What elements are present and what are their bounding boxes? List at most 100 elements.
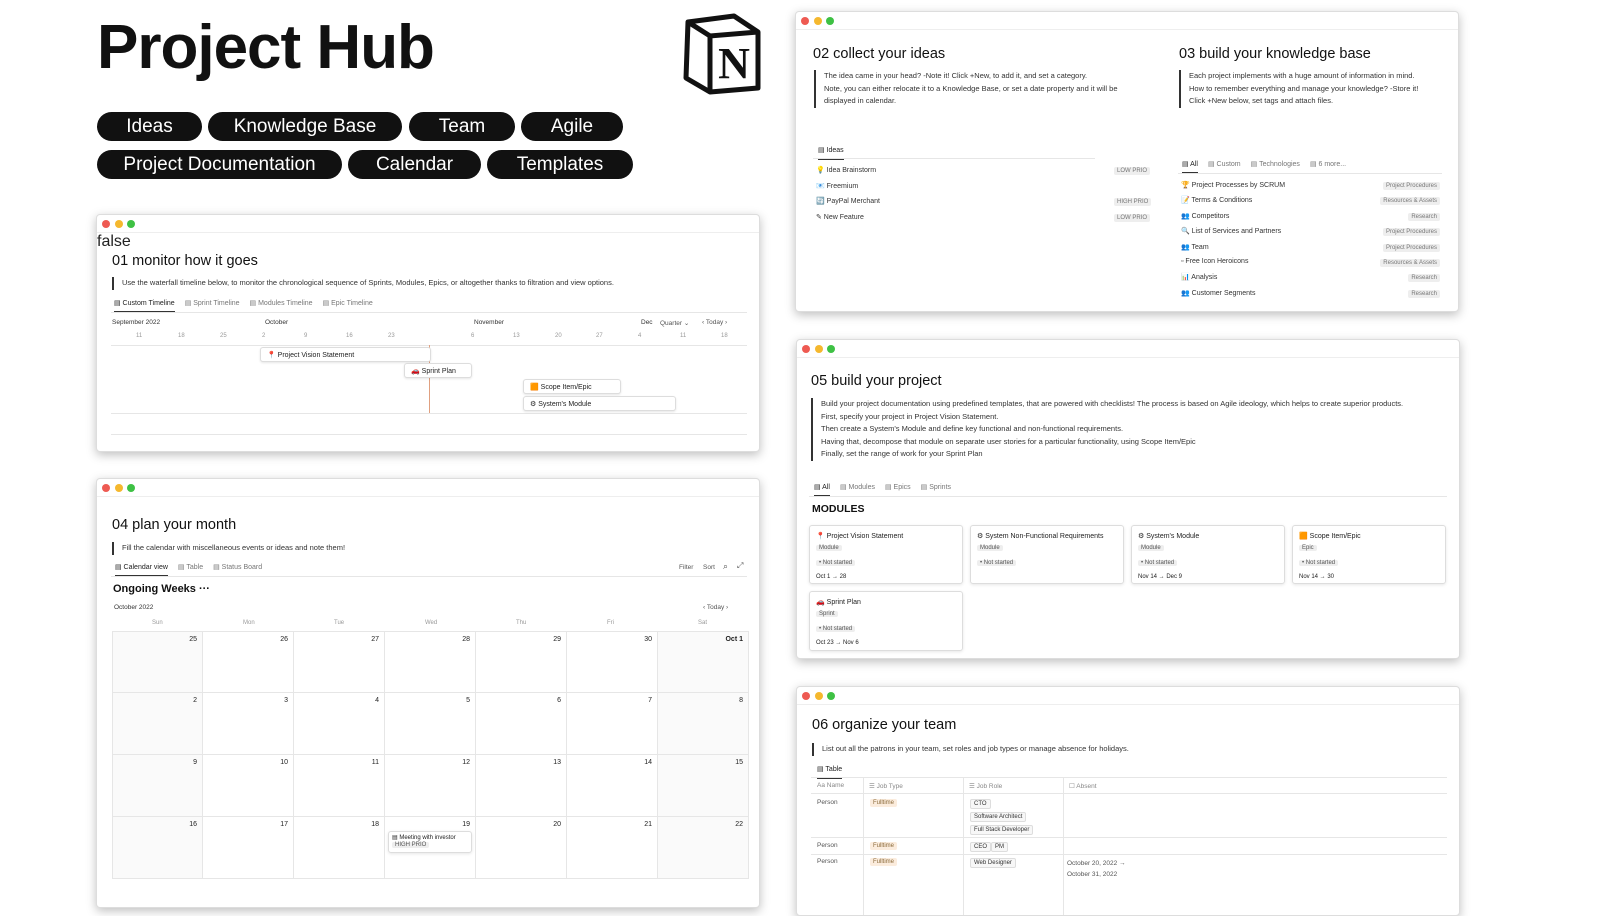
nav-pill-templates[interactable]: Templates	[487, 150, 633, 179]
module-card[interactable]: 🟧 Scope Item/Epic Epic • Not started Nov 14…	[1292, 525, 1446, 584]
column-header: ☰ Job Role	[969, 783, 1003, 790]
calendar-day[interactable]: 16	[112, 817, 203, 879]
calendar-event[interactable]: ▤ Meeting with investor HIGH PRIO	[388, 831, 472, 853]
card-title: ⚙ System Non-Functional Requirements	[977, 533, 1104, 540]
calendar-day[interactable]: 28	[385, 631, 476, 693]
tab-table[interactable]: ▤ Table	[177, 564, 204, 571]
window-minimize-button[interactable]	[814, 17, 822, 25]
timeline-day: 13	[513, 333, 520, 339]
tab-ideas[interactable]: ▤ Ideas	[818, 146, 844, 160]
tab-6-more-[interactable]: ▤ 6 more...	[1309, 161, 1347, 168]
tab-technologies[interactable]: ▤ Technologies	[1250, 161, 1300, 168]
card-dates: Nov 14 → 30	[1299, 574, 1335, 580]
window-minimize-button[interactable]	[815, 345, 823, 353]
nav-pill-agile[interactable]: Agile	[521, 112, 623, 141]
page-title: Project Hub	[97, 13, 435, 82]
calendar-day[interactable]: 10	[203, 755, 294, 817]
view-tabs: ▤ Calendar view ▤ Table ▤ Status Board	[115, 563, 262, 577]
timeline-item[interactable]: 📍 Project Vision Statement	[260, 347, 431, 362]
row-divider	[811, 793, 1447, 794]
view-tabs: ▤ All ▤ Custom ▤ Technologies ▤ 6 more...	[1182, 160, 1346, 174]
window-close-button[interactable]	[102, 220, 110, 228]
tab-modules[interactable]: ▤ Modules	[839, 484, 875, 491]
timeline-item[interactable]: 🚗 Sprint Plan	[404, 363, 472, 378]
window-maximize-button[interactable]	[127, 220, 135, 228]
timeline-month: October	[265, 319, 289, 326]
nav-pill-knowledge-base[interactable]: Knowledge Base	[208, 112, 402, 141]
calendar-day[interactable]: 22	[658, 817, 749, 879]
filter-button: Filter	[679, 564, 694, 571]
calendar-day[interactable]: 21	[567, 817, 658, 879]
window-close-button[interactable]	[102, 484, 110, 492]
calendar-day[interactable]: 15	[658, 755, 749, 817]
calendar-day[interactable]: 9	[112, 755, 203, 817]
calendar-day[interactable]: 13	[476, 755, 567, 817]
window-titlebar	[796, 12, 1458, 30]
calendar-day[interactable]: 3	[203, 693, 294, 755]
nav-pill-calendar[interactable]: Calendar	[348, 150, 481, 179]
window-minimize-button[interactable]	[115, 484, 123, 492]
tab-status-board[interactable]: ▤ Status Board	[213, 564, 263, 571]
window-minimize-button[interactable]	[815, 692, 823, 700]
tab-custom[interactable]: ▤ Custom	[1207, 161, 1241, 168]
tab-sprint-timeline[interactable]: ▤ Sprint Timeline	[184, 300, 240, 307]
section-heading: 06 organize your team	[812, 717, 957, 733]
tab-epics[interactable]: ▤ Epics	[884, 484, 911, 491]
calendar-day[interactable]: 29	[476, 631, 567, 693]
nav-pill-team[interactable]: Team	[409, 112, 515, 141]
tab-custom-timeline[interactable]: ▤ Custom Timeline	[114, 299, 175, 313]
tab-calendar-view[interactable]: ▤ Calendar view	[115, 563, 168, 577]
priority-tag: LOW PRIO	[1114, 213, 1151, 222]
tab-sprints[interactable]: ▤ Sprints	[920, 484, 952, 491]
26[interactable]: false	[97, 233, 131, 250]
calendar-day[interactable]: 18	[294, 817, 385, 879]
calendar-day[interactable]: 12	[385, 755, 476, 817]
tab-modules-timeline[interactable]: ▤ Modules Timeline	[249, 300, 313, 307]
timeline-day: 20	[555, 333, 562, 339]
module-card[interactable]: ⚙ System Non-Functional Requirements Modu…	[970, 525, 1124, 584]
nav-pill-ideas[interactable]: Ideas	[97, 112, 202, 141]
window-close-button[interactable]	[802, 345, 810, 353]
tab-epic-timeline[interactable]: ▤ Epic Timeline	[322, 300, 373, 307]
calendar-day[interactable]: 7	[567, 693, 658, 755]
calendar-day[interactable]: 6	[476, 693, 567, 755]
card-title: 📍 Project Vision Statement	[816, 533, 904, 540]
tab-all[interactable]: ▤ All	[814, 483, 830, 497]
card-status: • Not started	[977, 560, 1017, 566]
timeline-item[interactable]: ⚙ System's Module	[523, 396, 676, 411]
module-card[interactable]: ⚙ System's Module Module • Not started Nov …	[1131, 525, 1285, 584]
calendar-day[interactable]: 17	[203, 817, 294, 879]
calendar-day[interactable]: 30	[567, 631, 658, 693]
calendar-day[interactable]: 8	[658, 693, 749, 755]
calendar-day[interactable]: 25	[112, 631, 203, 693]
tab-table[interactable]: ▤ Table	[817, 765, 843, 779]
tab-all[interactable]: ▤ All	[1182, 160, 1198, 174]
weekday-label: Sat	[698, 620, 708, 626]
calendar-day[interactable]: 20	[476, 817, 567, 879]
window-maximize-button[interactable]	[826, 17, 834, 25]
calendar-day[interactable]: 26	[203, 631, 294, 693]
timeline-day: 18	[721, 333, 728, 339]
timeline-day: 2	[262, 333, 266, 339]
calendar-day[interactable]: 4	[294, 693, 385, 755]
window-maximize-button[interactable]	[827, 692, 835, 700]
weekday-label: Sun	[152, 620, 163, 626]
calendar-day[interactable]: Oct 1	[658, 631, 749, 693]
calendar-day[interactable]: 14	[567, 755, 658, 817]
nav-pill-project-documentation[interactable]: Project Documentation	[97, 150, 342, 179]
module-card[interactable]: 🚗 Sprint Plan Sprint • Not started Oct 23 →…	[809, 591, 963, 651]
window-close-button[interactable]	[801, 17, 809, 25]
timeline-bottom2	[111, 434, 747, 435]
module-card[interactable]: 📍 Project Vision Statement Module • Not st…	[809, 525, 963, 584]
window-minimize-button[interactable]	[115, 220, 123, 228]
calendar-day[interactable]: 5	[385, 693, 476, 755]
expand-icon: ⤢	[737, 561, 744, 570]
calendar-day[interactable]: 27	[294, 631, 385, 693]
window-maximize-button[interactable]	[827, 345, 835, 353]
timeline-item[interactable]: 🟧 Scope Item/Epic	[523, 379, 621, 394]
calendar-day[interactable]: 11	[294, 755, 385, 817]
calendar-day[interactable]: 19	[385, 817, 476, 879]
window-close-button[interactable]	[802, 692, 810, 700]
calendar-day[interactable]: 2	[112, 693, 203, 755]
window-maximize-button[interactable]	[127, 484, 135, 492]
